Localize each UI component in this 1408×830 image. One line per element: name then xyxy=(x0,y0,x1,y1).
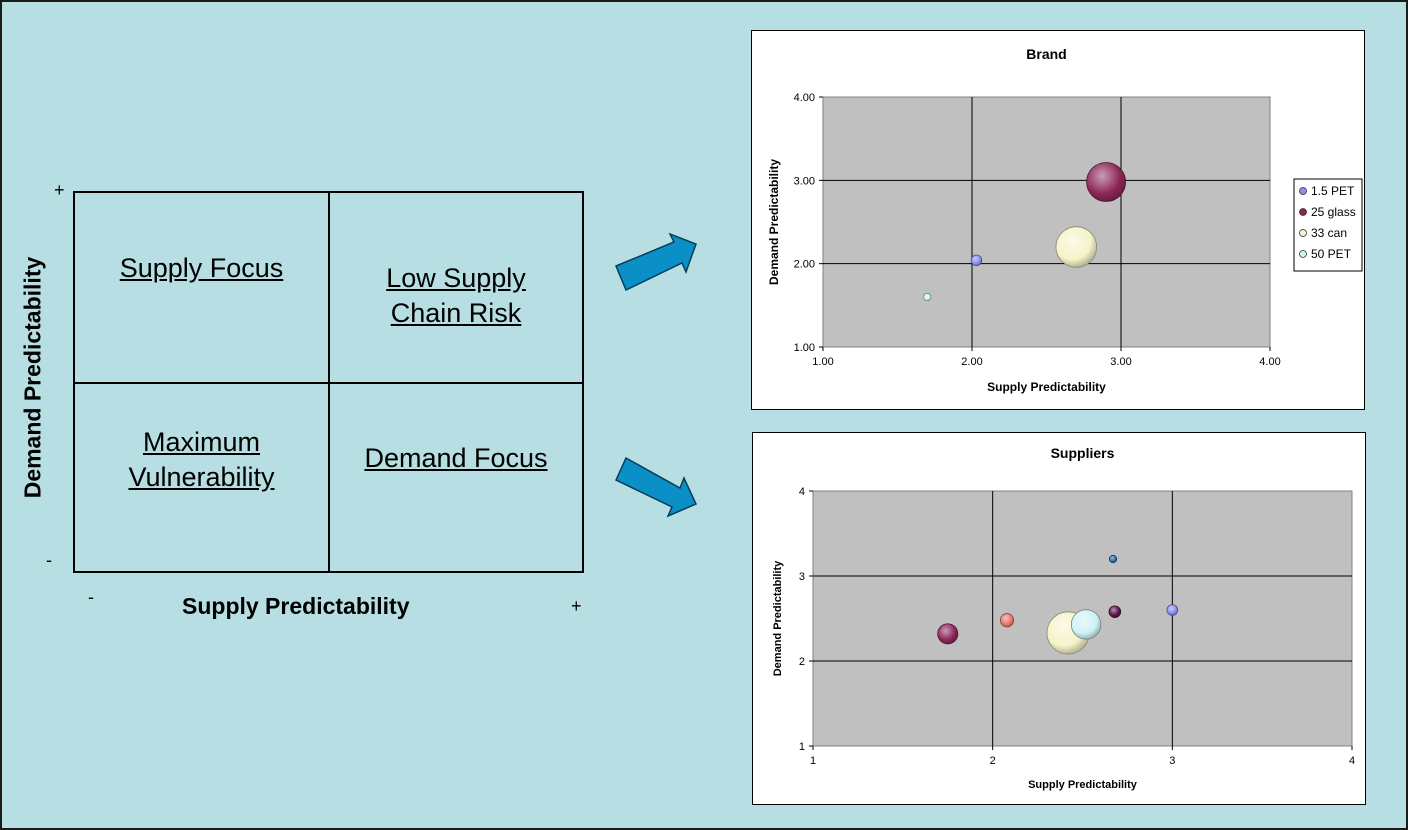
suppliers-bubble-chart: Suppliers 1 2 3 4 1 2 3 4 Supply Predictability De… xyxy=(772,445,1355,791)
matrix-x-minus: - xyxy=(88,587,94,607)
quadrant-maximum-vulnerability: Maximum Vulnerability xyxy=(128,427,275,492)
y-tick-label: 1 xyxy=(799,741,805,753)
legend-item-label: 33 can xyxy=(1311,226,1347,240)
matrix-y-plus: + xyxy=(54,180,65,200)
bubble-point[interactable] xyxy=(1166,604,1179,616)
x-axis-label: Supply Predictability xyxy=(987,380,1106,394)
matrix-horizontal-divider xyxy=(75,382,582,384)
legend-marker xyxy=(1299,229,1307,237)
matrix-y-minus: - xyxy=(46,550,52,570)
x-tick-label: 3.00 xyxy=(1110,356,1131,368)
x-tick-label: 3 xyxy=(1169,755,1175,767)
y-tick-label: 4 xyxy=(799,486,805,498)
y-tick-label: 4.00 xyxy=(794,92,815,104)
x-tick-label: 2 xyxy=(990,755,996,767)
bubble-1.5-pet[interactable] xyxy=(970,254,983,267)
brand-chart-panel: Brand 1.00 2.00 3.00 4.00 1.00 2.00 3.00 4.00 Sup… xyxy=(751,30,1365,410)
bubble-point[interactable] xyxy=(1070,609,1102,640)
legend-marker xyxy=(1299,208,1307,216)
bubble-33-can[interactable] xyxy=(1055,226,1098,268)
bubble-point[interactable] xyxy=(999,613,1015,628)
chart-title: Suppliers xyxy=(1051,445,1115,461)
quadrant-supply-focus: Supply Focus xyxy=(119,252,284,283)
bubble-point[interactable] xyxy=(1108,554,1118,564)
bubble-25-glass[interactable] xyxy=(1086,162,1127,202)
plot-area xyxy=(822,96,1271,348)
x-tick-label: 4 xyxy=(1349,755,1355,767)
bubble-50-pet[interactable] xyxy=(923,292,932,302)
legend-item-label: 50 PET xyxy=(1311,247,1352,261)
brand-bubble-chart: Brand 1.00 2.00 3.00 4.00 1.00 2.00 3.00 4.00 Sup… xyxy=(767,46,1363,394)
y-axis-label: Demand Predictability xyxy=(772,560,784,676)
x-tick-label: 1 xyxy=(810,755,816,767)
y-tick-label: 1.00 xyxy=(794,342,815,354)
arrow-to-suppliers-chart-icon xyxy=(615,456,698,518)
x-tick-label: 4.00 xyxy=(1259,356,1280,368)
x-tick-label: 1.00 xyxy=(812,356,833,368)
x-axis-label: Supply Predictability xyxy=(1028,779,1138,791)
legend-marker xyxy=(1299,250,1307,258)
quadrant-demand-focus: Demand Focus xyxy=(364,442,548,473)
arrow-to-brand-chart-icon xyxy=(615,232,697,292)
y-tick-label: 3.00 xyxy=(794,175,815,187)
x-tick-label: 2.00 xyxy=(961,356,982,368)
chart-title: Brand xyxy=(1026,46,1066,62)
legend-item-label: 25 glass xyxy=(1311,205,1356,219)
y-tick-label: 3 xyxy=(799,571,805,583)
matrix-x-axis-label: Supply Predictability xyxy=(182,593,410,619)
suppliers-chart-panel: Suppliers 1 2 3 4 1 2 3 4 Supply Predictability De… xyxy=(752,432,1366,805)
y-tick-label: 2 xyxy=(799,656,805,668)
y-tick-label: 2.00 xyxy=(794,259,815,271)
y-axis-label: Demand Predictability xyxy=(767,159,781,285)
legend-marker xyxy=(1299,187,1307,195)
bubble-point[interactable] xyxy=(1108,605,1122,618)
matrix-y-axis-label: Demand Predictability xyxy=(19,256,46,499)
quadrant-low-supply-chain-risk: Low Supply Chain Risk xyxy=(386,263,526,328)
matrix-x-plus: + xyxy=(571,596,582,616)
bubble-point[interactable] xyxy=(937,623,959,645)
legend-item-label: 1.5 PET xyxy=(1311,184,1355,198)
risk-matrix: Supply Focus Low Supply Chain Risk Maxim… xyxy=(73,191,584,573)
